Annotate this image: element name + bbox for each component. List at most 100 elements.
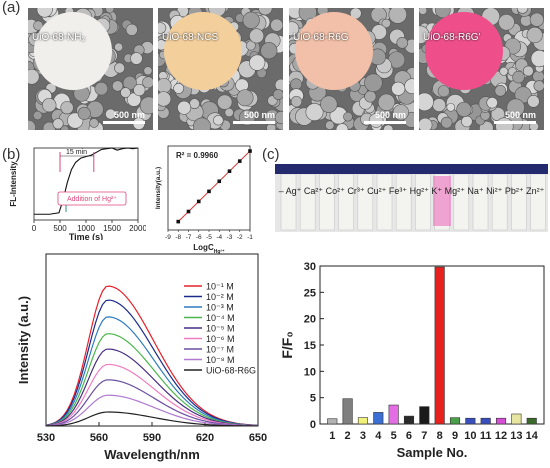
x-tick-label: 6 (406, 430, 412, 442)
bar (449, 417, 461, 425)
spectrum-line (45, 299, 259, 426)
bar (388, 404, 399, 425)
spectrum-line (45, 316, 259, 427)
bar (342, 398, 353, 425)
x-tick-label: -9 (165, 234, 171, 241)
x-tick-label: -4 (216, 234, 222, 241)
sem-image-label: UiO-68-R6G (293, 32, 349, 43)
nanoparticle (305, 103, 324, 122)
x-tick-label: 0 (32, 224, 37, 233)
nanoparticle (173, 83, 185, 94)
nanoparticle (249, 54, 266, 71)
vial (338, 173, 354, 231)
nanoparticle (494, 85, 507, 97)
bar (357, 417, 369, 425)
vial (511, 173, 527, 231)
scale-bar (364, 121, 406, 124)
x-tick-label: 10 (464, 430, 476, 442)
panel-c-label: (c) (262, 146, 280, 163)
annotation-15-min: 15 min (66, 149, 87, 156)
nanoparticle (270, 18, 283, 32)
annotation-hg-addition: Addition of Hg²⁺ (67, 196, 117, 203)
x-tick-label: 4 (375, 430, 382, 442)
y-axis-label: Intensity (a.u.) (16, 296, 31, 384)
nanoparticle (60, 101, 74, 115)
scale-bar (494, 121, 536, 124)
nanoparticle (77, 106, 91, 120)
nanoparticle (120, 87, 131, 98)
nanoparticle (432, 98, 446, 112)
data-point (176, 219, 181, 224)
nanoparticle (446, 102, 456, 112)
nanoparticle (143, 66, 153, 76)
vial (453, 173, 470, 231)
vial (376, 173, 393, 231)
nanoparticle (527, 95, 540, 108)
nanoparticle (522, 65, 534, 77)
sem-image-nh2: UiO-68-NH₂ 500 nm (28, 8, 153, 130)
nanoparticle (364, 73, 383, 92)
scale-bar-label: 500 nm (113, 110, 145, 120)
y-tick-label: 5 (310, 393, 316, 405)
vial (280, 173, 297, 231)
nanoparticle (529, 12, 544, 27)
vials-photo: – Ag⁺ Ca²⁺ Co²⁺ Cr³⁺ Cu²⁺ Fe³⁺ Hg²⁺ K⁺ M… (275, 164, 548, 232)
data-point (227, 169, 232, 173)
sem-image-r6g-prime: UiO-68-R6G' 500 nm (419, 8, 544, 130)
sample-powder-disk (34, 12, 112, 90)
bar (480, 417, 491, 425)
nanoparticle (290, 95, 303, 108)
legend-label: 10⁻⁶ M (206, 334, 234, 344)
legend-label: 10⁻⁷ M (206, 345, 234, 355)
y-axis-label: Intensity(a.u.) (155, 167, 162, 209)
nanoparticle (526, 26, 543, 44)
x-tick-label: 14 (526, 430, 539, 442)
x-tick-label: 7 (421, 430, 427, 442)
x-tick-label: -3 (227, 234, 233, 241)
x-tick-label: 1500 (103, 224, 121, 233)
x-tick-label: 560 (90, 432, 108, 444)
scale-bar-label: 500 nm (504, 110, 536, 120)
nanoparticle (260, 42, 278, 60)
spectrum-line (45, 348, 259, 427)
x-tick-label: -8 (175, 234, 181, 241)
nanoparticle (245, 40, 256, 51)
panel-a-label: (a) (2, 0, 21, 16)
nanoparticle (158, 91, 172, 107)
scale-bar (103, 121, 145, 124)
x-tick-label: 12 (495, 430, 507, 442)
x-tick-label: 9 (452, 430, 458, 442)
nanoparticle (506, 98, 525, 117)
sem-image-label: UiO-68-NCS (162, 32, 219, 43)
legend-label: 10⁻² M (206, 292, 234, 302)
bar (327, 418, 338, 425)
nanoparticle (456, 101, 472, 118)
y-axis-label: FL-Intensity (9, 161, 18, 207)
scale-bar-label: 500 nm (243, 110, 275, 120)
x-tick-label: -1 (247, 234, 253, 241)
y-tick-label: 30 (304, 261, 316, 273)
kinetic-chart: 0 500 1000 1500 2000 Time (s) FL-Intensity 15 m… (9, 147, 146, 240)
spectrum-line (45, 379, 259, 427)
sample-powder-disk (295, 12, 373, 90)
legend-label: 10⁻⁵ M (206, 324, 235, 334)
bar (526, 417, 537, 425)
x-tick-label: 11 (480, 430, 492, 442)
vial-caps (275, 164, 548, 174)
vial-ion-labels: – Ag⁺ Ca²⁺ Co²⁺ Cr³⁺ Cu²⁺ Fe³⁺ Hg²⁺ K⁺ M… (278, 186, 545, 196)
bar (511, 413, 522, 425)
nanoparticle (290, 78, 302, 91)
x-tick-label: 2000 (129, 224, 146, 233)
nanoparticle (419, 8, 428, 15)
nanoparticle (28, 119, 36, 130)
x-tick-label: -7 (186, 234, 192, 241)
legend-label: 10⁻³ M (206, 303, 234, 313)
nanoparticle (499, 66, 509, 76)
x-tick-label: -6 (196, 234, 202, 241)
nanoparticle (325, 120, 335, 130)
vial (530, 173, 546, 231)
nanoparticle (377, 93, 396, 111)
nanoparticle (213, 114, 224, 126)
nanoparticle (242, 11, 260, 29)
